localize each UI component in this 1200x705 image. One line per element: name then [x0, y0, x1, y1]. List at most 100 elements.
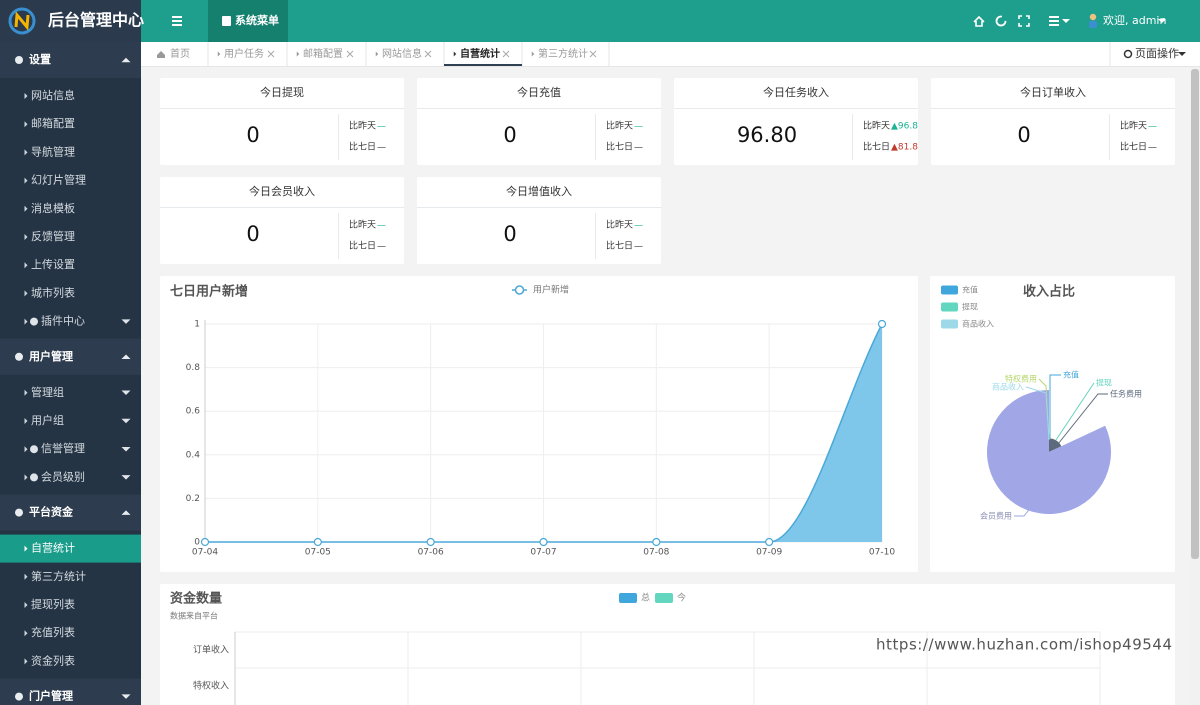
tab-label: 自营统计 [460, 47, 500, 60]
sidebar-item[interactable]: 上传设置 [24, 258, 76, 271]
card-bg [674, 78, 918, 165]
tab-close[interactable] [502, 50, 510, 58]
compare-label: 比昨天 [863, 120, 890, 132]
sidebar-item[interactable]: 网站信息 [24, 88, 76, 102]
group-title: 设置 [29, 52, 51, 66]
tabs-bar [141, 42, 1200, 67]
tab-close[interactable] [267, 50, 275, 58]
sidebar-item-label: 信誉管理 [41, 441, 85, 455]
y-category-label: 订单收入 [193, 644, 229, 656]
sidebar-group-header[interactable]: 设置 [0, 42, 141, 78]
caret-icon [24, 149, 28, 156]
sidebar-item[interactable]: 导航管理 [24, 144, 76, 158]
layout-bar [1049, 16, 1059, 18]
sidebar-group-header[interactable]: 用户管理 [0, 338, 141, 375]
legend-item[interactable]: 总 [619, 592, 650, 604]
tab-label: 用户任务 [224, 47, 264, 60]
caret-icon [24, 389, 28, 396]
card-value: 0 [503, 123, 516, 147]
sidebar-group-header[interactable]: 平台资金 [0, 494, 141, 531]
legend-item[interactable]: 用户新增 [512, 284, 569, 296]
sidebar-item[interactable]: 充值列表 [24, 625, 76, 639]
user-menu[interactable]: 欢迎, admin [1089, 13, 1166, 28]
page-tab[interactable]: 第三方统计 [531, 42, 610, 66]
chart-panel [930, 276, 1175, 572]
scrollbar-thumb[interactable] [1191, 69, 1199, 559]
sidebar-item-label: 邮箱配置 [31, 116, 75, 130]
sidebar-item[interactable]: 资金列表 [24, 653, 76, 667]
card-value: 0 [503, 222, 516, 246]
x-tick-label: 07-07 [530, 548, 556, 558]
caret-icon [24, 234, 28, 240]
fullscreen-icon[interactable] [1018, 15, 1030, 27]
card-value: 96.80 [737, 123, 797, 147]
compare-value: ▲81.8 [891, 143, 918, 153]
group-icon [15, 692, 23, 701]
toggle-bar [172, 24, 182, 26]
tab-close[interactable] [346, 50, 354, 58]
slice-label: 商品收入 [992, 382, 1024, 392]
label-leader [1057, 393, 1108, 445]
card-title: 今日订单收入 [1020, 85, 1086, 99]
legend-swatch [941, 302, 958, 312]
legend-item[interactable]: 充值 [941, 285, 978, 295]
tab-close[interactable] [589, 50, 597, 58]
card-bg [160, 78, 404, 165]
menu-tab-label: 系统菜单 [235, 13, 279, 27]
legend-item[interactable]: 商品收入 [941, 319, 994, 329]
page-tab[interactable]: 首页 [157, 42, 209, 66]
caret-icon [24, 177, 28, 184]
sidebar-item-label: 会员级别 [41, 470, 85, 483]
stat-card: 今日订单收入0 比昨天 —比七日 — [931, 78, 1175, 165]
slice-label: 任务费用 [1110, 389, 1142, 399]
legend-label: 商品收入 [962, 319, 994, 329]
group-header-bg [0, 678, 141, 705]
home-icon[interactable] [973, 15, 985, 27]
sidebar-item[interactable]: 反馈管理 [24, 229, 76, 243]
caret-icon [121, 418, 131, 424]
page-tab[interactable]: 自营统计 [444, 42, 523, 66]
sidebar-item[interactable]: 插件中心 [24, 314, 131, 328]
refresh-icon[interactable] [995, 15, 1007, 27]
sidebar-item[interactable]: 邮箱配置 [24, 116, 76, 130]
x-tick-label: 07-10 [869, 548, 895, 558]
sidebar-item[interactable]: 城市列表 [24, 285, 76, 299]
sidebar-item-label: 导航管理 [31, 144, 75, 158]
compare-label: 比昨天 [1120, 120, 1147, 132]
sidebar-item[interactable]: 消息模板 [24, 201, 76, 215]
sidebar-item-label: 幻灯片管理 [31, 173, 86, 187]
sidebar-toggle[interactable] [172, 16, 182, 26]
page-tab[interactable]: 邮箱配置 [296, 42, 367, 66]
stat-card: 今日充值0 比昨天 —比七日 — [417, 78, 661, 165]
sidebar-item[interactable]: 幻灯片管理 [24, 173, 87, 187]
sidebar-item[interactable]: 信誉管理 [24, 441, 131, 455]
legend-item[interactable]: 今 [655, 592, 686, 604]
tab-close[interactable] [424, 50, 432, 58]
page-tab[interactable]: 网站信息 [375, 42, 445, 66]
sidebar-item[interactable]: 自营统计 [0, 534, 141, 563]
slice-label: 会员费用 [980, 511, 1012, 521]
y-tick-label: 0.4 [186, 450, 201, 460]
page-tab[interactable]: 用户任务 [217, 42, 288, 66]
tab-label: 邮箱配置 [303, 47, 343, 60]
sidebar-item[interactable]: 用户组 [24, 413, 131, 427]
point [652, 537, 661, 547]
menu-tab[interactable]: 系统菜单 [208, 0, 288, 42]
legend-label: 充值 [962, 285, 978, 295]
chart-subtitle: 数据来自平台 [170, 611, 218, 621]
x-tick-label: 07-09 [756, 548, 782, 558]
page-actions[interactable]: 页面操作 [1109, 42, 1186, 66]
legend-label: 今 [677, 592, 686, 604]
caret-icon [375, 51, 379, 57]
sidebar-item[interactable]: 提现列表 [24, 597, 76, 611]
sidebar-group-header[interactable]: 门户管理 [0, 678, 141, 705]
layout-menu[interactable] [1049, 16, 1070, 26]
legend-item[interactable]: 提现 [941, 302, 978, 312]
sidebar-item[interactable]: 管理组 [24, 385, 131, 399]
sidebar-item[interactable]: 会员级别 [24, 470, 131, 483]
slice-label: 充值 [1063, 370, 1079, 380]
sidebar-item[interactable]: 第三方统计 [24, 569, 87, 583]
caret-icon [121, 57, 131, 63]
